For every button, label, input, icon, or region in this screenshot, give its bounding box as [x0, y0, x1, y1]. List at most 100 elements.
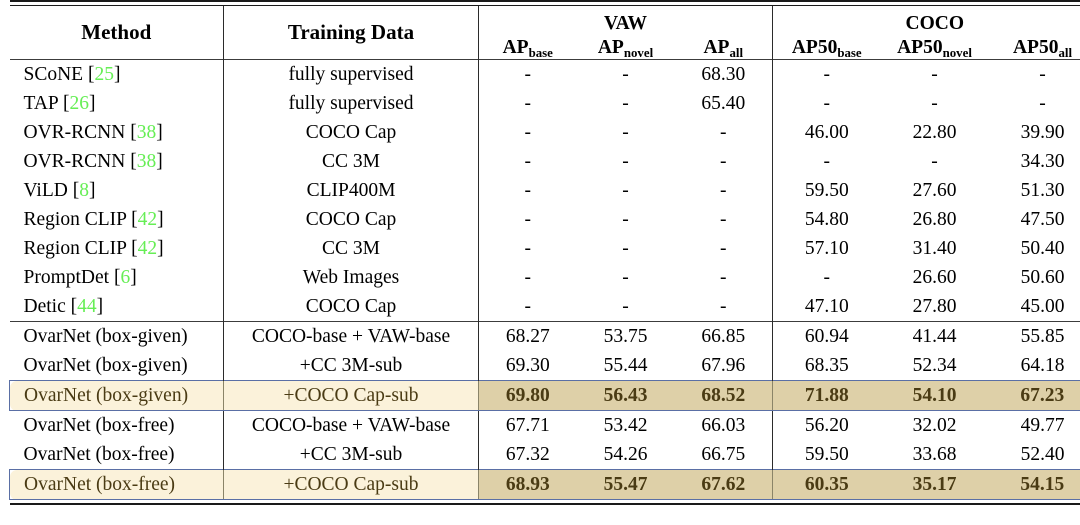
method-name: OvarNet (box-free) — [23, 443, 175, 465]
cell-vaw-novel: - — [622, 237, 629, 259]
cell-vaw-novel: - — [622, 266, 629, 288]
citation-link[interactable]: 42 — [137, 237, 158, 259]
citation-link[interactable]: 6 — [120, 266, 131, 288]
column-group-coco: COCO — [772, 5, 1080, 37]
cell-vaw-novel: 55.44 — [603, 354, 648, 376]
table-row: Region CLIP [42] CC 3M - - -57.10 31.40 50.40 — [10, 234, 1080, 263]
cell-training-data: +COCO Cap-sub — [223, 380, 479, 411]
cell-coco-novel: 26.60 — [912, 266, 957, 288]
cell-training-data: Web Images — [223, 263, 479, 292]
cell-coco-novel: 27.80 — [912, 295, 957, 317]
citation-link[interactable]: 38 — [136, 150, 157, 172]
cell-vaw-base: 69.80 — [478, 380, 577, 411]
citation-link[interactable]: 38 — [136, 121, 157, 143]
rule-between-groups — [9, 410, 1080, 411]
cell-coco-novel: 54.10 — [880, 380, 989, 411]
cell-training-data: COCO Cap — [223, 118, 479, 147]
cell-vaw-all: - — [720, 266, 727, 288]
column-header-method-label: Method — [81, 20, 152, 44]
coco-ap50-novel-sub: novel — [942, 45, 972, 60]
cell-coco-novel: 26.80 — [912, 208, 957, 230]
cell-coco-base: - — [772, 147, 881, 176]
cell-vaw-base: - — [478, 234, 577, 263]
method-name: OvarNet (box-given) — [24, 384, 189, 406]
citation-link[interactable]: 26 — [69, 92, 89, 114]
method-name: Region CLIP — [23, 208, 127, 230]
table-header: Method Training Data VAW COCO APbase APn… — [9, 0, 1080, 60]
cell-coco-base: 60.94 — [772, 322, 881, 351]
method-name: Detic — [23, 295, 66, 317]
header-sub-row: APbase APnovel APall AP50base AP50novel … — [10, 37, 1080, 60]
cell-vaw-all: - — [720, 150, 727, 172]
citation-link[interactable]: 25 — [94, 63, 114, 85]
coco-ap50-all-main: AP50 — [1012, 37, 1059, 58]
cell-vaw-base: - — [478, 292, 577, 322]
method-name: PromptDet — [23, 266, 110, 288]
cell-training-data: CC 3M — [223, 234, 479, 263]
coco-ap50-base-main: AP50 — [791, 37, 838, 58]
column-header-coco-ap50-novel: AP50novel — [881, 37, 989, 60]
cell-coco-novel: 22.80 — [912, 121, 957, 143]
cell-method: OvarNet (box-given) — [10, 322, 224, 351]
cell-vaw-novel: - — [622, 208, 629, 230]
cell-vaw-novel: 55.47 — [576, 469, 675, 500]
table-footer — [9, 499, 1080, 505]
method-name: OVR-RCNN — [23, 150, 126, 172]
cell-vaw-all: 66.85 — [701, 325, 746, 347]
cell-vaw-novel: 56.43 — [576, 380, 675, 411]
cell-coco-novel: 32.02 — [912, 414, 957, 436]
cell-method: OvarNet (box-given) — [9, 380, 224, 411]
cell-coco-base: - — [772, 89, 881, 118]
cell-vaw-novel: - — [622, 92, 629, 114]
method-name: OVR-RCNN — [23, 121, 126, 143]
vaw-ap-novel-sub: novel — [623, 45, 654, 60]
cell-vaw-novel: - — [622, 121, 629, 143]
results-table: Method Training Data VAW COCO APbase APn… — [9, 0, 1080, 505]
table-row: Detic [44] COCO Cap - - -47.10 27.80 45.00 — [10, 292, 1080, 322]
cell-vaw-novel: - — [622, 150, 629, 172]
cell-training-data: fully supervised — [223, 89, 479, 118]
cell-vaw-base: 69.30 — [478, 351, 577, 381]
column-header-training-data: Training Data — [223, 5, 479, 60]
cell-coco-base: 71.88 — [772, 380, 881, 411]
cell-training-data: COCO-base + VAW-base — [223, 322, 479, 351]
cell-method: SCoNE [25] — [23, 63, 121, 85]
cell-vaw-base: - — [478, 176, 577, 205]
cell-coco-all: 51.30 — [1020, 179, 1065, 201]
table-body: SCoNE [25] fully supervised - -68.30- - - TAP … — [9, 60, 1080, 500]
citation-link[interactable]: 42 — [137, 208, 158, 230]
cell-vaw-all: - — [720, 208, 727, 230]
cell-method: OvarNet (box-given) — [10, 351, 224, 381]
table-row: OVR-RCNN [38] CC 3M - - - - -34.30 — [10, 147, 1080, 176]
vaw-ap-all-sub: all — [729, 45, 744, 60]
cell-coco-all: 49.77 — [1020, 414, 1065, 436]
cell-coco-all: 50.40 — [1020, 237, 1065, 259]
coco-ap50-base-sub: base — [837, 45, 862, 60]
cell-method: OVR-RCNN [38] — [23, 121, 163, 143]
table-row: TAP [26] fully supervised - -65.40- - - — [10, 89, 1080, 118]
cell-vaw-all: - — [720, 295, 727, 317]
cell-coco-all: 50.60 — [1020, 266, 1065, 288]
cell-vaw-base: - — [478, 147, 577, 176]
rule-between-groups — [9, 321, 1080, 322]
cell-method: OvarNet (box-free) — [10, 411, 224, 440]
cell-training-data: COCO Cap — [223, 205, 479, 234]
table-row: Region CLIP [42] COCO Cap - - -54.80 26.80 47.… — [10, 205, 1080, 234]
citation-link[interactable]: 8 — [79, 179, 89, 201]
cell-coco-base: 56.20 — [772, 411, 881, 440]
cell-vaw-base: 68.27 — [478, 322, 577, 351]
table-row: OvarNet (box-given) COCO-base + VAW-base 6… — [10, 322, 1080, 351]
cell-coco-all: - — [1039, 63, 1046, 85]
rule-under-header — [9, 59, 1080, 60]
citation-link[interactable]: 44 — [77, 295, 97, 317]
cell-method: PromptDet [6] — [23, 266, 137, 288]
vaw-ap-base-main: AP — [502, 37, 529, 58]
table-row: PromptDet [6] Web Images - - - -26.60 50.60 — [10, 263, 1080, 292]
cell-vaw-base: - — [478, 205, 577, 234]
cell-coco-base: 57.10 — [772, 234, 881, 263]
cell-method: Region CLIP [42] — [23, 237, 164, 259]
cell-method: OVR-RCNN [38] — [23, 150, 163, 172]
cell-training-data: +CC 3M-sub — [223, 351, 479, 381]
method-name: OvarNet (box-given) — [23, 354, 188, 376]
cell-vaw-base: - — [478, 118, 577, 147]
